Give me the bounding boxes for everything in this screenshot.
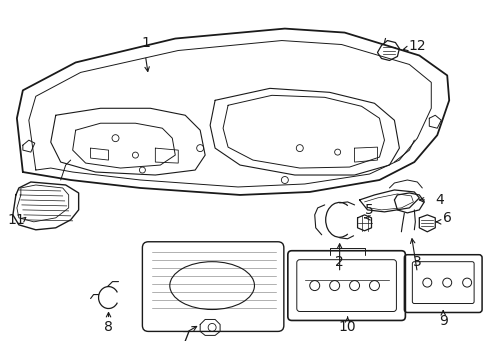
Text: 6: 6 (442, 211, 451, 225)
Text: 9: 9 (438, 314, 447, 328)
Text: 3: 3 (412, 255, 421, 269)
Text: 2: 2 (335, 255, 343, 269)
Text: 5: 5 (365, 203, 373, 217)
Text: 12: 12 (407, 39, 425, 53)
Text: 11: 11 (7, 213, 25, 227)
Text: 10: 10 (338, 320, 356, 334)
Text: 4: 4 (434, 193, 443, 207)
Text: 1: 1 (141, 36, 149, 50)
Text: 8: 8 (104, 320, 113, 334)
Text: 7: 7 (182, 330, 190, 345)
